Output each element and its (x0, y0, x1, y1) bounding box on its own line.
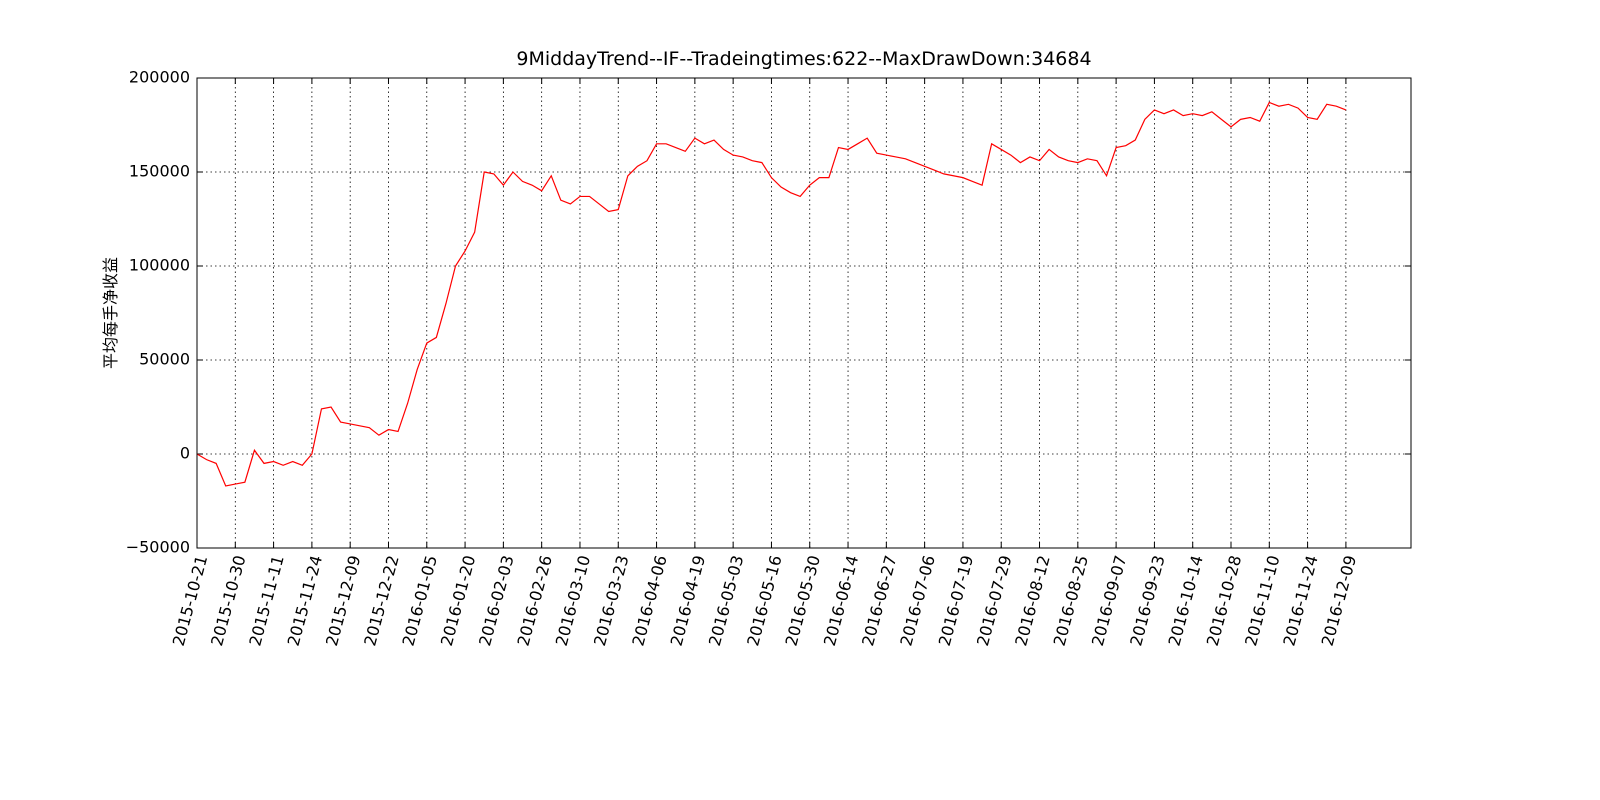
x-tick-label: 2015-12-22 (360, 553, 402, 648)
x-tick-label: 2016-11-24 (1279, 553, 1321, 648)
x-tick-label: 2015-12-09 (322, 553, 364, 648)
x-tick-label: 2016-08-25 (1050, 553, 1092, 648)
x-tick-label: 2016-03-10 (552, 553, 594, 648)
x-tick-label: 2016-02-26 (513, 553, 555, 648)
x-tick-label: 2016-11-10 (1241, 553, 1283, 648)
x-tick-label: 2016-06-14 (820, 553, 862, 648)
plot-frame (196, 77, 1412, 549)
x-tick-label: 2016-04-06 (628, 553, 670, 648)
x-tick-label: 2016-06-27 (858, 553, 900, 648)
x-tick-label: 2016-01-05 (399, 553, 441, 648)
x-tick-label: 2015-10-21 (169, 553, 211, 648)
x-tick-label: 2016-03-23 (590, 553, 632, 648)
x-tick-label: 2016-08-12 (1011, 553, 1053, 648)
x-tick-label: 2016-09-23 (1126, 553, 1168, 648)
y-tick-label: 100000 (129, 256, 190, 275)
x-tick-label: 2016-01-20 (437, 553, 479, 648)
x-tick-label: 2016-07-29 (973, 553, 1015, 648)
x-tick-label: 2016-05-03 (705, 553, 747, 648)
y-tick-label: 50000 (139, 350, 190, 369)
x-tick-label: 2016-05-16 (743, 553, 785, 648)
x-tick-label: 2016-07-06 (896, 553, 938, 648)
x-tick-label: 2016-12-09 (1318, 553, 1360, 648)
chart-title: 9MiddayTrend--IF--Tradeingtimes:622--Max… (516, 48, 1091, 70)
x-tick-label: 2016-04-19 (667, 553, 709, 648)
x-tick-label: 2015-11-24 (284, 553, 326, 648)
y-tick-label: 200000 (129, 68, 190, 87)
x-tick-label: 2016-02-03 (475, 553, 517, 648)
x-tick-label: 2016-07-19 (935, 553, 977, 648)
x-tick-label: 2016-05-30 (782, 553, 824, 648)
x-tick-label: 2016-10-14 (1165, 553, 1207, 648)
x-tick-label: 2016-09-07 (1088, 553, 1130, 648)
x-tick-label: 2016-10-28 (1203, 553, 1245, 648)
y-axis-label: 平均每手净收益 (101, 257, 120, 369)
data-line (196, 101, 1347, 487)
x-tick-label: 2015-11-11 (245, 553, 287, 648)
y-tick-label: 150000 (129, 162, 190, 181)
x-tick-label: 2015-10-30 (207, 553, 249, 648)
y-tick-label: −50000 (126, 538, 190, 557)
y-tick-label: 0 (180, 444, 190, 463)
